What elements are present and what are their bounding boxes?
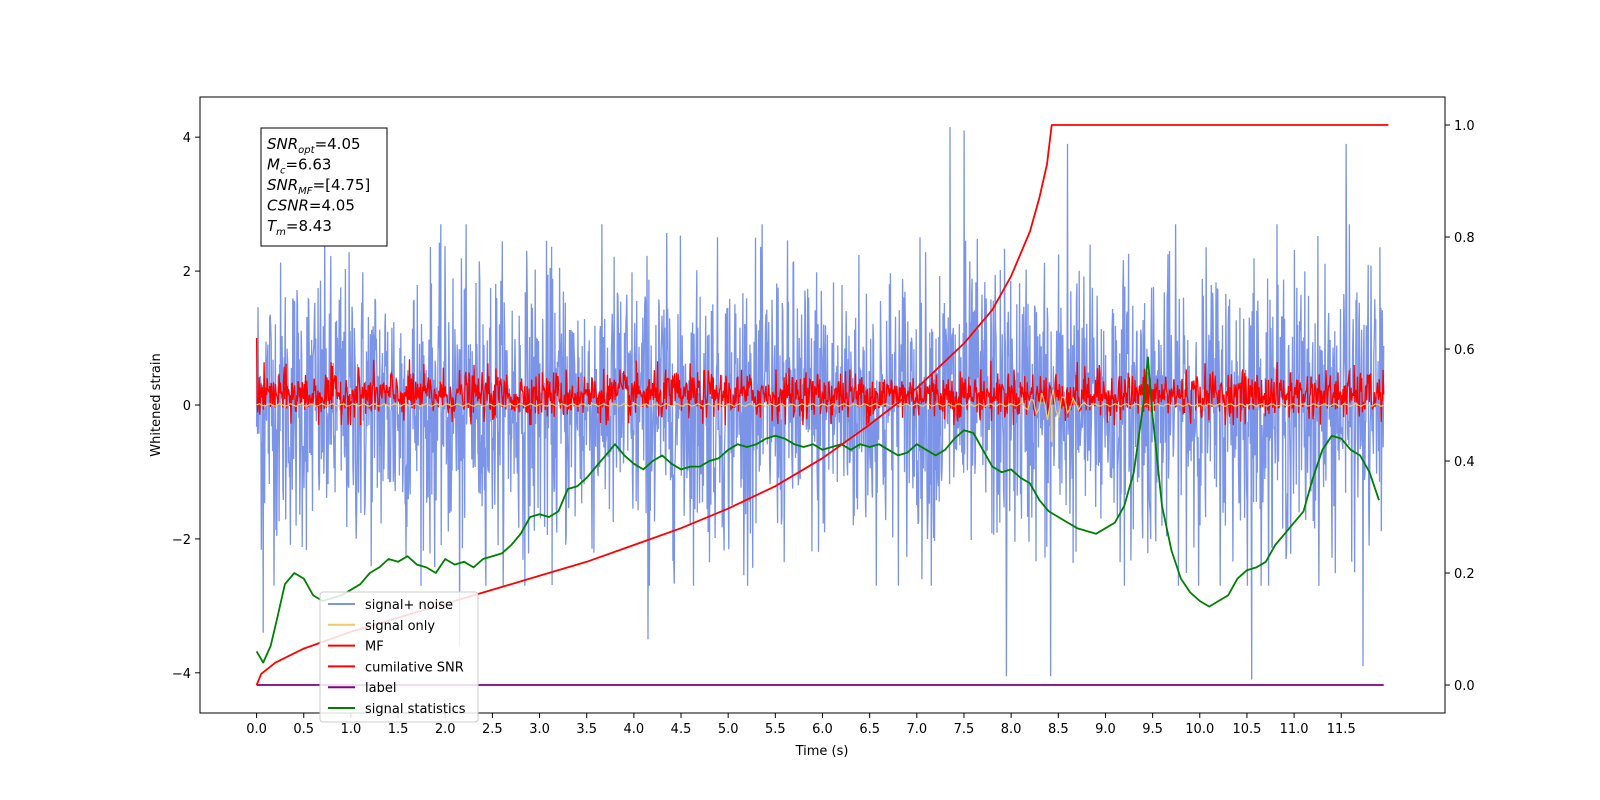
x-tick-label: 1.0 <box>341 722 362 737</box>
legend-entry: signal only <box>365 619 435 634</box>
annotation-line: Tm=8.43 <box>267 217 332 238</box>
legend-entry: label <box>365 681 396 696</box>
x-tick-label: 10.0 <box>1185 722 1214 737</box>
x-tick-label: 0.5 <box>293 722 314 737</box>
x-tick-label: 7.0 <box>906 722 927 737</box>
y-left-tick-label: −4 <box>172 667 191 682</box>
legend-entry: cumilative SNR <box>365 660 464 675</box>
x-tick-label: 11.0 <box>1280 722 1309 737</box>
x-tick-label: 4.5 <box>671 722 692 737</box>
x-tick-label: 5.5 <box>765 722 786 737</box>
x-tick-label: 0.0 <box>246 722 267 737</box>
x-tick-label: 6.5 <box>859 722 880 737</box>
y-axis-label: Whitened strain <box>149 353 164 456</box>
x-tick-label: 8.5 <box>1048 722 1069 737</box>
annotation-line: SNRMF=[4.75] <box>267 176 370 197</box>
legend-entry: signal statistics <box>365 702 466 717</box>
x-tick-label: 8.0 <box>1001 722 1022 737</box>
annotation-line: SNRopt=4.05 <box>267 135 361 156</box>
x-tick-label: 6.0 <box>812 722 833 737</box>
x-tick-label: 11.5 <box>1327 722 1356 737</box>
x-tick-label: 2.5 <box>482 722 503 737</box>
x-tick-label: 7.5 <box>954 722 975 737</box>
x-tick-label: 9.0 <box>1095 722 1116 737</box>
x-tick-label: 4.0 <box>624 722 645 737</box>
y-left-tick-label: 4 <box>183 131 191 146</box>
y-right-tick-label: 0.8 <box>1454 231 1475 246</box>
annotation-line: CSNR=4.05 <box>267 197 355 215</box>
y-right-tick-label: 1.0 <box>1454 119 1475 134</box>
y-right-tick-label: 0.2 <box>1454 567 1475 582</box>
annotation-line: Mc=6.63 <box>267 156 331 177</box>
y-right-tick-label: 0.4 <box>1454 455 1475 470</box>
y-left-tick-label: −2 <box>172 533 191 548</box>
legend-entry: signal+ noise <box>365 598 453 613</box>
series-signal-statistics <box>255 356 1380 664</box>
x-axis: 0.0 0.5 1.0 1.5 2.0 2.5 3.0 3.5 4.0 4.5 5.0 5.5 6.0 6… <box>246 713 1356 737</box>
y-axis-right: 0.0 0.2 0.4 0.6 0.8 1.0 <box>1445 119 1475 694</box>
legend-frame <box>319 591 479 723</box>
y-right-tick-label: 0.6 <box>1454 343 1475 358</box>
x-tick-label: 2.0 <box>435 722 456 737</box>
x-tick-label: 9.5 <box>1142 722 1163 737</box>
y-left-tick-label: 2 <box>183 265 191 280</box>
x-axis-label: Time (s) <box>795 744 849 759</box>
x-tick-label: 3.0 <box>529 722 550 737</box>
y-axis-left: −4 −2 0 2 4 <box>172 131 200 682</box>
y-right-tick-label: 0.0 <box>1454 679 1475 694</box>
y-left-tick-label: 0 <box>183 399 191 414</box>
x-tick-label: 3.5 <box>576 722 597 737</box>
legend-entry: MF <box>365 640 384 655</box>
legend: signal+ noise signal only MF cumilative SNR… <box>319 591 479 723</box>
x-tick-label: 5.0 <box>718 722 739 737</box>
x-tick-label: 1.5 <box>388 722 409 737</box>
x-tick-label: 10.5 <box>1232 722 1261 737</box>
annotation-box-frame <box>260 127 388 247</box>
series-signal-only <box>256 389 1384 421</box>
